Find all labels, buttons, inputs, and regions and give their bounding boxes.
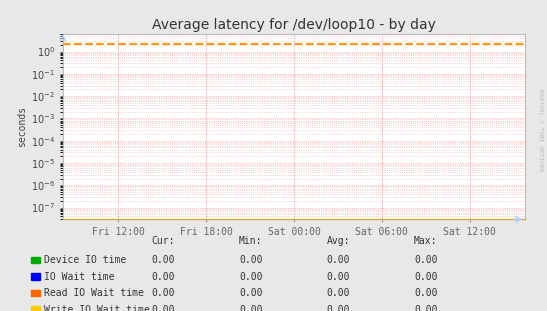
- Text: Write IO Wait time: Write IO Wait time: [44, 305, 149, 311]
- Text: Cur:: Cur:: [152, 236, 175, 246]
- Text: 0.00: 0.00: [414, 255, 438, 265]
- Text: 0.00: 0.00: [239, 272, 263, 282]
- Y-axis label: seconds: seconds: [17, 106, 27, 147]
- Text: 0.00: 0.00: [239, 305, 263, 311]
- Text: Avg:: Avg:: [327, 236, 350, 246]
- Text: 0.00: 0.00: [239, 288, 263, 298]
- Text: Device IO time: Device IO time: [44, 255, 126, 265]
- Text: 0.00: 0.00: [239, 255, 263, 265]
- Text: Max:: Max:: [414, 236, 438, 246]
- Text: 0.00: 0.00: [152, 305, 175, 311]
- Text: 0.00: 0.00: [327, 305, 350, 311]
- Text: 0.00: 0.00: [414, 305, 438, 311]
- Text: IO Wait time: IO Wait time: [44, 272, 114, 282]
- Text: 0.00: 0.00: [152, 255, 175, 265]
- Text: 0.00: 0.00: [414, 288, 438, 298]
- Text: 0.00: 0.00: [414, 272, 438, 282]
- Text: 0.00: 0.00: [327, 288, 350, 298]
- Title: Average latency for /dev/loop10 - by day: Average latency for /dev/loop10 - by day: [152, 18, 436, 32]
- Text: Read IO Wait time: Read IO Wait time: [44, 288, 144, 298]
- Text: 0.00: 0.00: [327, 272, 350, 282]
- Text: 0.00: 0.00: [152, 272, 175, 282]
- Text: 0.00: 0.00: [152, 288, 175, 298]
- Text: RRDTOOL / TOBI OETIKER: RRDTOOL / TOBI OETIKER: [538, 89, 543, 172]
- Text: 0.00: 0.00: [327, 255, 350, 265]
- Text: Min:: Min:: [239, 236, 263, 246]
